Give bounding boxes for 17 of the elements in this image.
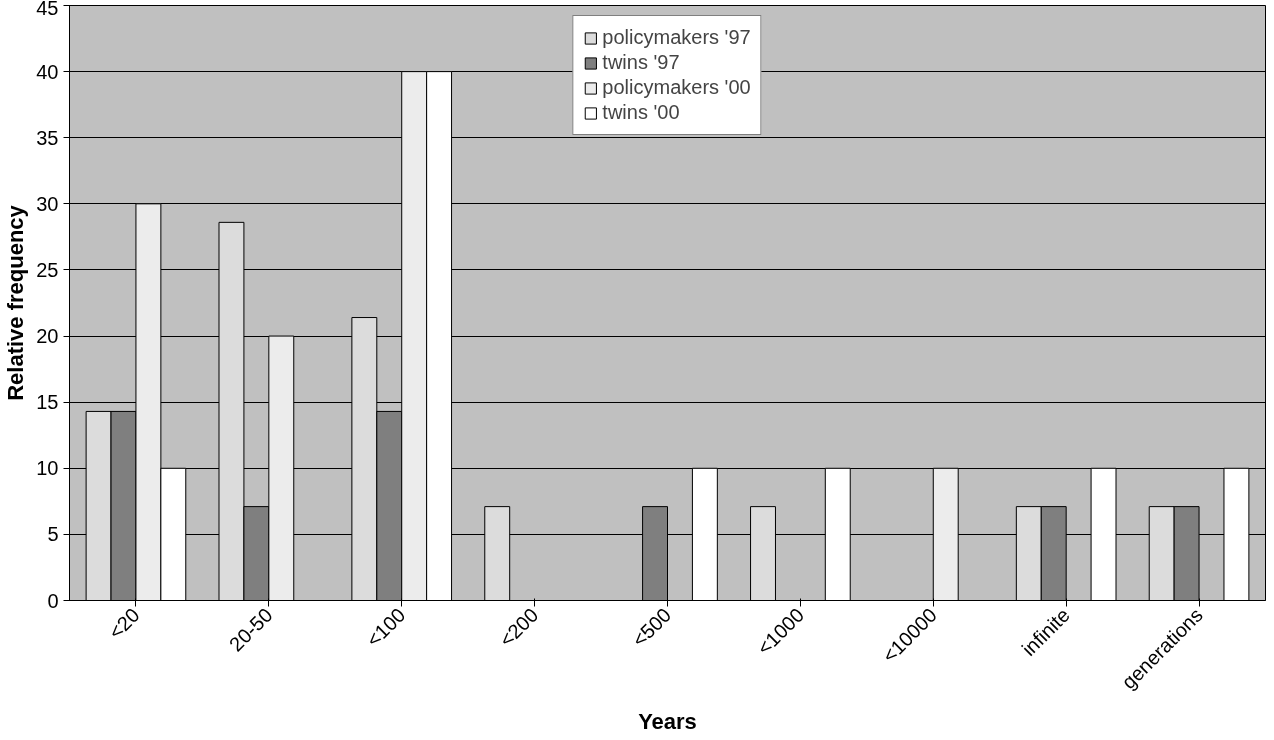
y-tick-label: 25 bbox=[36, 258, 59, 281]
y-tick-label: 30 bbox=[36, 192, 59, 215]
legend-label: twins '00 bbox=[602, 101, 680, 124]
y-tick-label: 5 bbox=[47, 523, 59, 546]
x-tick-label: <20 bbox=[104, 603, 144, 644]
legend-label: policymakers '97 bbox=[602, 26, 751, 49]
y-tick-label: 40 bbox=[36, 60, 59, 83]
y-axis-title: Relative frequency bbox=[3, 204, 29, 401]
y-tick-label: 20 bbox=[36, 325, 59, 348]
x-axis-title: Years bbox=[638, 708, 697, 734]
legend-label: policymakers '00 bbox=[602, 76, 751, 99]
legend-label: twins '97 bbox=[602, 51, 680, 74]
y-tick-label: 15 bbox=[36, 391, 59, 414]
y-tick-label: 35 bbox=[36, 126, 59, 149]
y-tick-label: 45 bbox=[36, 0, 59, 19]
y-tick-label: 10 bbox=[36, 457, 59, 480]
y-tick-label: 0 bbox=[47, 589, 59, 612]
